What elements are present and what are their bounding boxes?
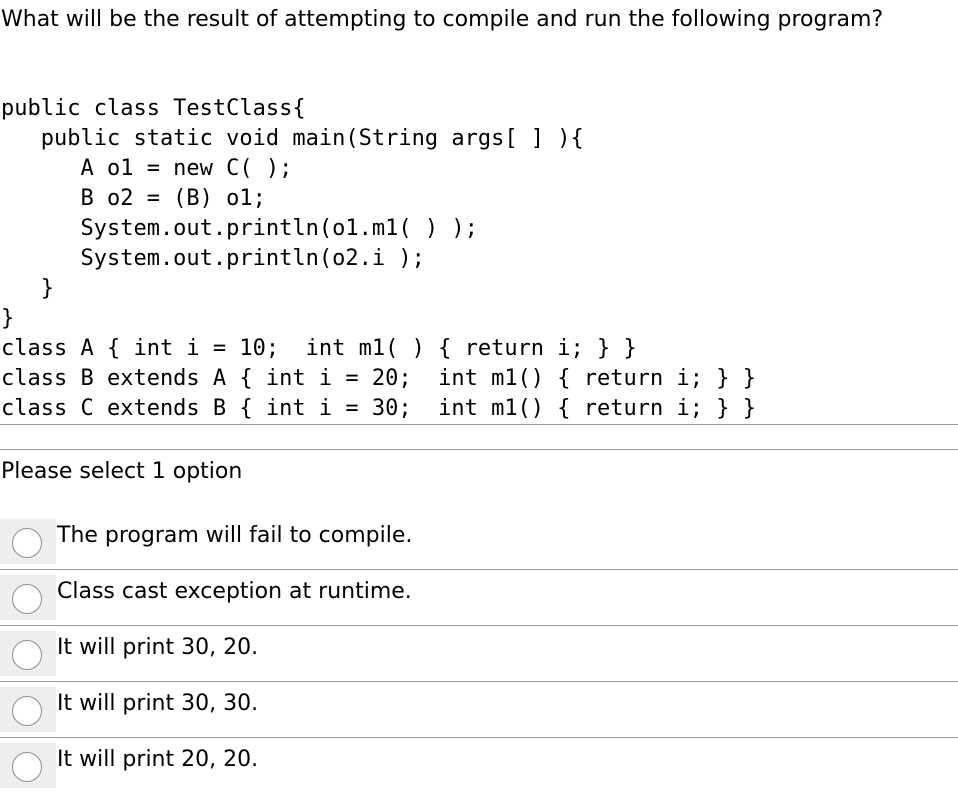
option-label[interactable]: It will print 20, 20. <box>57 747 259 772</box>
option-row-3[interactable]: It will print 30, 20. <box>0 626 958 682</box>
radio-cell <box>0 687 56 732</box>
code-line: B o2 = (B) o1; <box>1 186 266 211</box>
option-label[interactable]: It will print 30, 30. <box>57 691 259 716</box>
radio-cell <box>0 519 56 564</box>
code-line: System.out.println(o2.i ); <box>1 246 425 271</box>
options-list: The program will fail to compile. Class … <box>0 514 958 793</box>
code-line: class A { int i = 10; int m1( ) { return… <box>1 336 637 361</box>
divider <box>0 449 958 450</box>
code-line: } <box>1 276 54 301</box>
radio-cell <box>0 575 56 620</box>
radio-button[interactable] <box>12 584 42 614</box>
option-label[interactable]: The program will fail to compile. <box>57 523 413 548</box>
divider <box>0 424 958 425</box>
option-row-2[interactable]: Class cast exception at runtime. <box>0 570 958 626</box>
radio-cell <box>0 631 56 676</box>
select-prompt: Please select 1 option <box>1 459 243 484</box>
option-row-5[interactable]: It will print 20, 20. <box>0 738 958 793</box>
option-row-4[interactable]: It will print 30, 30. <box>0 682 958 738</box>
radio-button[interactable] <box>12 696 42 726</box>
code-line: public static void main(String args[ ] )… <box>1 126 584 151</box>
code-line: } <box>1 306 15 331</box>
code-block: public class TestClass{ public static vo… <box>1 94 756 424</box>
code-line: System.out.println(o1.m1( ) ); <box>1 216 478 241</box>
radio-button[interactable] <box>12 752 42 782</box>
code-line: class C extends B { int i = 30; int m1()… <box>1 396 756 421</box>
radio-button[interactable] <box>12 640 42 670</box>
code-line: class B extends A { int i = 20; int m1()… <box>1 366 756 391</box>
option-label[interactable]: Class cast exception at runtime. <box>57 579 412 604</box>
radio-cell <box>0 743 56 788</box>
code-line: public class TestClass{ <box>1 96 306 121</box>
option-row-1[interactable]: The program will fail to compile. <box>0 514 958 570</box>
question-text: What will be the result of attempting to… <box>1 7 884 32</box>
code-line: A o1 = new C( ); <box>1 156 293 181</box>
option-label[interactable]: It will print 30, 20. <box>57 635 259 660</box>
radio-button[interactable] <box>12 528 42 558</box>
